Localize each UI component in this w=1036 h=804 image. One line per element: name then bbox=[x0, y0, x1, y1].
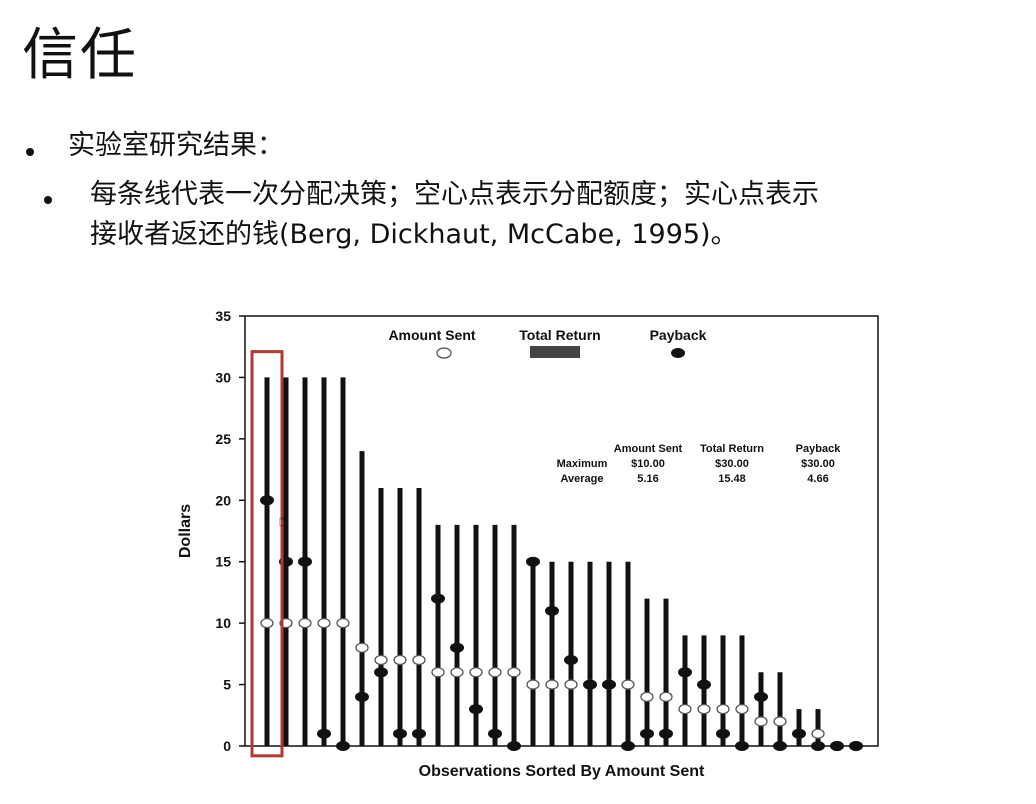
legend-total-return-marker bbox=[530, 346, 580, 358]
payback-point bbox=[735, 741, 749, 751]
amount-sent-point bbox=[507, 667, 521, 678]
summary-header: Total Return bbox=[700, 443, 764, 455]
amount-sent-point bbox=[716, 703, 730, 715]
payback-point bbox=[526, 556, 540, 567]
amount-sent-point bbox=[450, 667, 464, 678]
summary-cell: 5.16 bbox=[637, 473, 658, 485]
y-tick-label: 25 bbox=[215, 431, 231, 447]
amount-sent-point bbox=[355, 642, 369, 653]
amount-sent-point bbox=[317, 617, 331, 629]
amount-sent-point bbox=[374, 654, 388, 666]
y-tick-label: 10 bbox=[215, 615, 231, 631]
payback-point bbox=[431, 593, 445, 604]
payback-point bbox=[336, 741, 350, 751]
payback-point bbox=[488, 728, 502, 739]
payback-point bbox=[792, 728, 806, 739]
summary-row-label: Maximum bbox=[557, 458, 608, 470]
amount-sent-point bbox=[697, 703, 711, 715]
payback-point bbox=[640, 728, 654, 739]
payback-point bbox=[773, 741, 787, 751]
payback-point bbox=[412, 728, 426, 739]
payback-point bbox=[678, 667, 692, 678]
summary-cell: 15.48 bbox=[718, 473, 746, 485]
payback-point bbox=[811, 741, 825, 751]
payback-point bbox=[564, 655, 578, 665]
y-tick-label: 35 bbox=[215, 308, 231, 324]
bullet-dot bbox=[26, 148, 34, 156]
payback-point bbox=[450, 642, 464, 653]
legend-label: Total Return bbox=[519, 327, 600, 343]
amount-sent-point bbox=[260, 617, 274, 629]
y-axis-label: Dollars bbox=[177, 504, 194, 558]
payback-point bbox=[317, 728, 331, 739]
payback-point bbox=[545, 605, 559, 616]
legend-label: Payback bbox=[650, 327, 707, 343]
amount-sent-point bbox=[298, 617, 312, 629]
legend-label: Amount Sent bbox=[388, 327, 475, 343]
y-tick-label: 15 bbox=[215, 554, 231, 570]
y-tick-label: 30 bbox=[215, 369, 231, 385]
payback-point bbox=[260, 495, 274, 506]
trust-game-chart: 0 5 10 15 20 25 30 35 Observations Sorted By Amo… bbox=[177, 308, 879, 780]
y-tick-label: 5 bbox=[223, 677, 231, 693]
hand-cursor-icon: ☝ bbox=[278, 510, 289, 531]
payback-point bbox=[659, 728, 673, 739]
payback-point bbox=[298, 556, 312, 567]
legend-payback-marker bbox=[671, 348, 685, 358]
summary-cell: 4.66 bbox=[807, 473, 828, 485]
x-axis-label: Observations Sorted By Amount Sent bbox=[419, 763, 705, 780]
payback-point bbox=[754, 691, 768, 702]
payback-point bbox=[469, 704, 483, 715]
summary-cell: $30.00 bbox=[801, 458, 835, 470]
amount-sent-point bbox=[659, 691, 673, 703]
amount-sent-point bbox=[621, 679, 635, 690]
amount-sent-point bbox=[640, 691, 654, 703]
amount-sent-point bbox=[754, 716, 768, 727]
bullet-1: 实验室研究结果： bbox=[68, 130, 284, 161]
y-tick-label: 20 bbox=[215, 492, 231, 508]
amount-sent-point bbox=[526, 679, 540, 690]
highlight-box bbox=[250, 350, 284, 758]
payback-point bbox=[697, 679, 711, 690]
amount-sent-point bbox=[431, 667, 445, 678]
bullet-2-line-1: 每条线代表一次分配决策；空心点表示分配额度；实心点表示 bbox=[90, 179, 819, 210]
summary-row-label: Average bbox=[560, 473, 603, 485]
amount-sent-point bbox=[412, 654, 426, 666]
payback-point bbox=[355, 691, 369, 702]
amount-sent-point bbox=[564, 679, 578, 690]
amount-sent-point bbox=[336, 617, 350, 629]
amount-sent-point bbox=[811, 728, 825, 739]
summary-cell: $10.00 bbox=[631, 458, 665, 470]
amount-sent-point bbox=[488, 667, 502, 678]
slide-title: 信任 bbox=[22, 23, 138, 88]
payback-point bbox=[830, 741, 844, 751]
summary-cell: $30.00 bbox=[715, 458, 749, 470]
amount-sent-point bbox=[545, 679, 559, 690]
summary-header: Amount Sent bbox=[614, 443, 683, 455]
summary-header: Payback bbox=[796, 443, 842, 455]
amount-sent-point bbox=[393, 654, 407, 666]
amount-sent-point bbox=[678, 703, 692, 715]
payback-point bbox=[602, 679, 616, 690]
amount-sent-point bbox=[773, 716, 787, 727]
payback-point bbox=[393, 728, 407, 739]
bullet-dot bbox=[44, 196, 52, 204]
payback-point bbox=[716, 728, 730, 739]
payback-point bbox=[583, 679, 597, 690]
payback-point bbox=[849, 741, 863, 751]
payback-point bbox=[374, 667, 388, 678]
legend-amount-sent-marker bbox=[436, 347, 452, 359]
amount-sent-point bbox=[735, 703, 749, 715]
plot-frame bbox=[244, 315, 879, 747]
payback-point bbox=[621, 741, 635, 751]
y-tick-label: 0 bbox=[223, 738, 231, 754]
bullet-2-line-2: 接收者返还的钱(Berg, Dickhaut, McCabe, 1995)。 bbox=[90, 219, 738, 250]
amount-sent-point bbox=[469, 667, 483, 678]
payback-point bbox=[507, 741, 521, 751]
